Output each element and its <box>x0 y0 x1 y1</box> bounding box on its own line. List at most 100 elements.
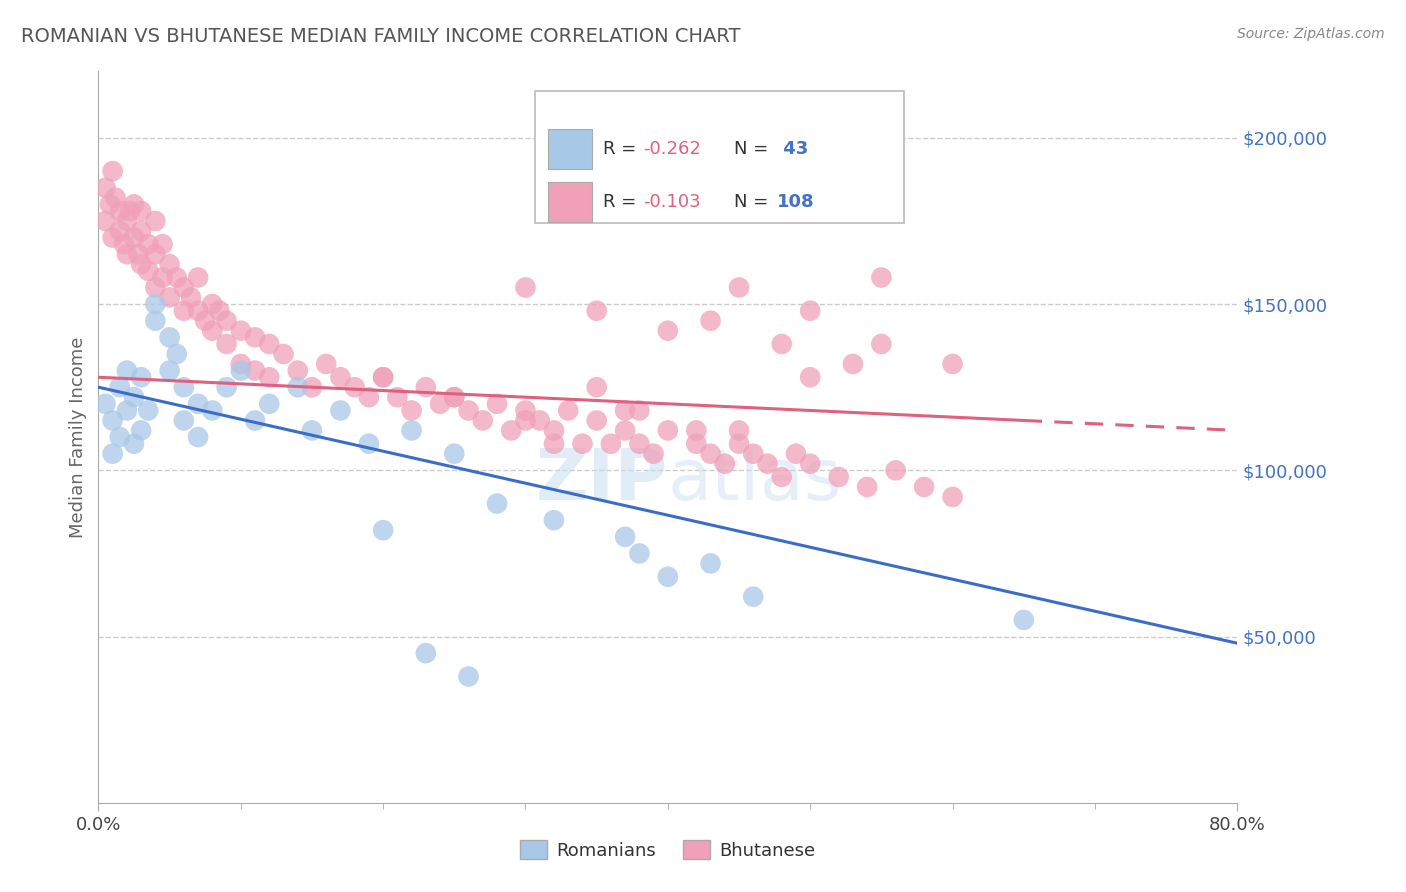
Point <box>600 436 623 450</box>
Point <box>557 403 579 417</box>
Point <box>215 380 238 394</box>
Point <box>614 424 637 438</box>
FancyBboxPatch shape <box>548 182 592 222</box>
Point <box>129 424 152 438</box>
Point <box>201 324 224 338</box>
Point <box>187 270 209 285</box>
Point <box>543 436 565 450</box>
Point <box>108 224 131 238</box>
Point <box>243 363 266 377</box>
Point <box>571 436 593 450</box>
Text: N =: N = <box>734 140 773 158</box>
Point <box>486 497 509 511</box>
Text: 43: 43 <box>778 140 808 158</box>
Text: R =: R = <box>603 140 643 158</box>
Point <box>159 257 181 271</box>
Point <box>657 570 679 584</box>
Point <box>543 424 565 438</box>
FancyBboxPatch shape <box>534 91 904 223</box>
Point <box>614 403 637 417</box>
Point <box>471 413 494 427</box>
Point <box>329 370 352 384</box>
Point <box>187 303 209 318</box>
Point <box>699 557 721 571</box>
Point <box>585 413 607 427</box>
Point <box>229 324 252 338</box>
Point <box>166 347 188 361</box>
Point <box>98 197 121 211</box>
Point <box>187 430 209 444</box>
Text: -0.103: -0.103 <box>643 193 700 211</box>
Point <box>215 337 238 351</box>
Point <box>136 237 159 252</box>
Point <box>145 247 167 261</box>
Point <box>215 314 238 328</box>
Point <box>742 590 765 604</box>
Point <box>152 270 174 285</box>
Point <box>387 390 409 404</box>
Point <box>770 337 793 351</box>
Point <box>357 390 380 404</box>
Point <box>301 424 323 438</box>
Point <box>118 204 141 219</box>
Point <box>201 297 224 311</box>
Point <box>856 480 879 494</box>
Point <box>152 237 174 252</box>
Point <box>543 513 565 527</box>
Point <box>122 197 145 211</box>
Point <box>457 669 479 683</box>
Point <box>229 357 252 371</box>
Point <box>501 424 523 438</box>
Point <box>187 397 209 411</box>
Point <box>1012 613 1035 627</box>
Point <box>401 424 423 438</box>
Point <box>136 403 159 417</box>
Point <box>401 403 423 417</box>
Point <box>429 397 451 411</box>
Text: ZIP: ZIP <box>536 447 668 516</box>
Point <box>415 380 437 394</box>
Point <box>799 457 821 471</box>
Point <box>799 303 821 318</box>
Text: Source: ZipAtlas.com: Source: ZipAtlas.com <box>1237 27 1385 41</box>
Point <box>173 280 195 294</box>
Point <box>870 270 893 285</box>
Point <box>785 447 807 461</box>
Point <box>243 330 266 344</box>
Point <box>94 180 117 194</box>
Point <box>122 390 145 404</box>
Point <box>870 337 893 351</box>
Point <box>657 324 679 338</box>
Text: R =: R = <box>603 193 643 211</box>
Point <box>770 470 793 484</box>
Point <box>101 230 124 244</box>
Legend: Romanians, Bhutanese: Romanians, Bhutanese <box>513 833 823 867</box>
Point <box>115 247 138 261</box>
Point <box>159 363 181 377</box>
Point <box>108 204 131 219</box>
Point <box>728 424 751 438</box>
Point <box>166 270 188 285</box>
Point <box>287 380 309 394</box>
Point <box>243 413 266 427</box>
Point <box>159 330 181 344</box>
Point <box>122 230 145 244</box>
Point <box>101 413 124 427</box>
Point <box>115 363 138 377</box>
Point <box>415 646 437 660</box>
Point <box>628 436 651 450</box>
Text: atlas: atlas <box>668 447 842 516</box>
Point <box>357 436 380 450</box>
Point <box>699 447 721 461</box>
Point <box>942 490 965 504</box>
Point <box>529 413 551 427</box>
Point <box>129 370 152 384</box>
Point <box>884 463 907 477</box>
Text: N =: N = <box>734 193 773 211</box>
Point <box>614 530 637 544</box>
Point <box>315 357 337 371</box>
Point <box>912 480 935 494</box>
Point <box>699 314 721 328</box>
Point <box>443 390 465 404</box>
Text: -0.262: -0.262 <box>643 140 700 158</box>
